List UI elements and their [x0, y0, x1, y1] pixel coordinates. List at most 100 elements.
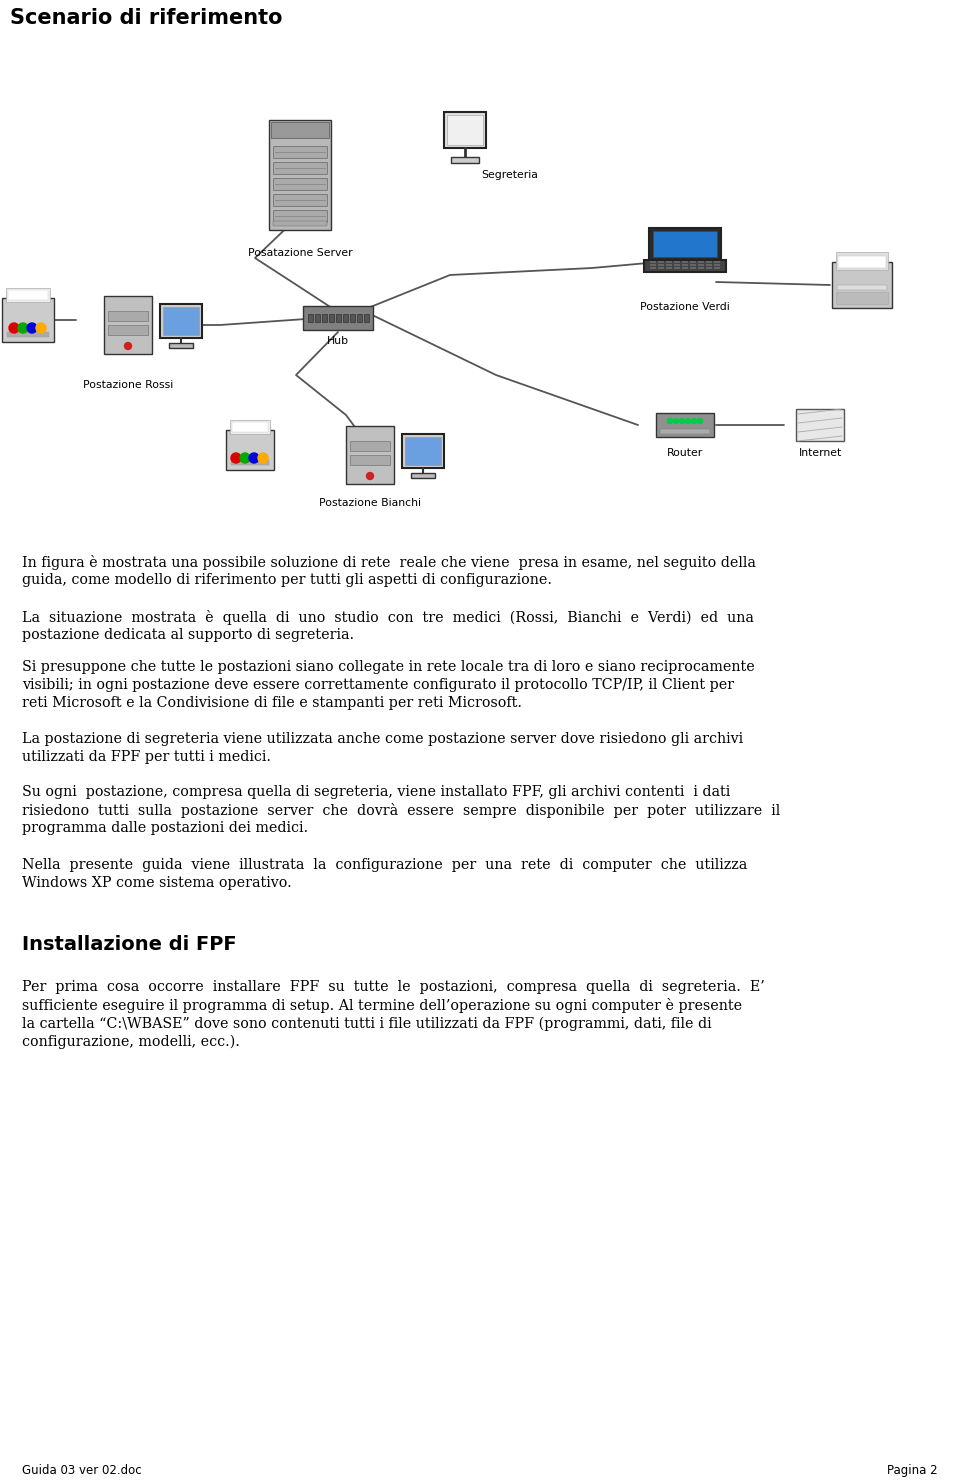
Bar — [163, 307, 199, 335]
Text: Internet: Internet — [799, 448, 842, 458]
Bar — [160, 304, 202, 338]
Bar — [698, 261, 704, 262]
Text: visibili; in ogni postazione deve essere correttamente configurato il protocollo: visibili; in ogni postazione deve essere… — [22, 679, 734, 692]
Bar — [350, 455, 390, 465]
Bar — [682, 261, 688, 262]
Bar — [653, 231, 717, 256]
Bar — [108, 311, 148, 322]
Bar — [650, 267, 656, 270]
Bar — [411, 473, 435, 479]
Bar — [666, 267, 672, 270]
Bar — [231, 459, 269, 465]
Bar — [674, 264, 680, 265]
Circle shape — [18, 323, 28, 333]
Bar — [273, 147, 327, 159]
Bar — [346, 425, 394, 485]
Text: Postazione Rossi: Postazione Rossi — [83, 379, 173, 390]
Bar — [690, 267, 696, 270]
Bar — [650, 261, 656, 262]
Circle shape — [691, 418, 697, 424]
Bar — [7, 332, 49, 336]
Bar — [796, 409, 844, 442]
Text: Guida 03 ver 02.doc: Guida 03 ver 02.doc — [22, 1464, 142, 1478]
Bar — [447, 116, 483, 145]
Bar — [6, 288, 50, 302]
Bar — [698, 264, 704, 265]
Bar — [230, 419, 270, 434]
Text: Per  prima  cosa  occorre  installare  FPF  su  tutte  le  postazioni,  compresa: Per prima cosa occorre installare FPF su… — [22, 980, 765, 994]
Circle shape — [680, 418, 684, 424]
Bar — [838, 256, 886, 268]
Circle shape — [249, 453, 259, 462]
Bar — [666, 261, 672, 262]
Bar — [682, 264, 688, 265]
Bar — [315, 314, 320, 322]
Circle shape — [685, 418, 690, 424]
Bar — [837, 285, 887, 290]
Bar — [308, 314, 313, 322]
Text: Pagina 2: Pagina 2 — [887, 1464, 938, 1478]
Bar — [658, 261, 664, 262]
Bar — [226, 430, 274, 470]
Bar — [350, 442, 390, 451]
Circle shape — [667, 418, 673, 424]
Text: programma dalle postazioni dei medici.: programma dalle postazioni dei medici. — [22, 821, 308, 836]
Bar — [108, 325, 148, 335]
Bar — [674, 261, 680, 262]
Bar — [666, 264, 672, 265]
Text: Su ogni  postazione, compresa quella di segreteria, viene installato FPF, gli ar: Su ogni postazione, compresa quella di s… — [22, 785, 731, 799]
Bar — [232, 422, 268, 431]
Bar — [690, 261, 696, 262]
Text: La  situazione  mostrata  è  quella  di  uno  studio  con  tre  medici  (Rossi, : La situazione mostrata è quella di uno s… — [22, 611, 754, 625]
Text: la cartella “C:\WBASE” dove sono contenuti tutti i file utilizzati da FPF (progr: la cartella “C:\WBASE” dove sono contenu… — [22, 1017, 711, 1031]
Circle shape — [9, 323, 19, 333]
Circle shape — [27, 323, 37, 333]
Text: guida, come modello di riferimento per tutti gli aspetti di configurazione.: guida, come modello di riferimento per t… — [22, 574, 552, 587]
Circle shape — [36, 323, 46, 333]
Bar — [714, 261, 720, 262]
Bar — [2, 298, 54, 342]
Bar — [104, 296, 152, 354]
Circle shape — [258, 453, 268, 462]
Bar — [644, 259, 726, 273]
Bar — [714, 267, 720, 270]
Bar — [706, 261, 712, 262]
Circle shape — [367, 473, 373, 480]
Text: La postazione di segreteria viene utilizzata anche come postazione server dove r: La postazione di segreteria viene utiliz… — [22, 732, 743, 745]
Bar — [690, 264, 696, 265]
Circle shape — [698, 418, 703, 424]
Circle shape — [674, 418, 679, 424]
Bar — [269, 120, 331, 230]
Text: In figura è mostrata una possibile soluzione di rete  reale che viene  presa in : In figura è mostrata una possibile soluz… — [22, 554, 756, 571]
Text: Windows XP come sistema operativo.: Windows XP come sistema operativo. — [22, 876, 292, 891]
Bar — [451, 157, 479, 163]
Bar — [169, 342, 193, 348]
Bar — [698, 267, 704, 270]
Bar — [303, 305, 373, 330]
Bar — [336, 314, 341, 322]
Text: postazione dedicata al supporto di segreteria.: postazione dedicata al supporto di segre… — [22, 628, 354, 642]
Text: Scenario di riferimento: Scenario di riferimento — [10, 7, 282, 28]
Bar — [832, 262, 892, 308]
Bar — [273, 162, 327, 173]
Text: Postazione Bianchi: Postazione Bianchi — [319, 498, 421, 508]
Text: Segreteria: Segreteria — [482, 170, 539, 179]
Bar — [650, 264, 656, 265]
Bar — [714, 264, 720, 265]
Bar — [273, 210, 327, 222]
Bar — [271, 122, 329, 138]
Bar — [364, 314, 369, 322]
Bar — [8, 290, 48, 299]
Bar — [674, 267, 680, 270]
Bar — [660, 428, 710, 434]
Bar — [329, 314, 334, 322]
Circle shape — [240, 453, 250, 462]
Text: configurazione, modelli, ecc.).: configurazione, modelli, ecc.). — [22, 1034, 240, 1049]
Bar — [836, 292, 888, 304]
Circle shape — [231, 453, 241, 462]
Text: Posatazione Server: Posatazione Server — [248, 247, 352, 258]
Text: Router: Router — [667, 448, 703, 458]
Bar — [357, 314, 362, 322]
Bar — [836, 252, 888, 270]
Bar — [405, 437, 441, 465]
